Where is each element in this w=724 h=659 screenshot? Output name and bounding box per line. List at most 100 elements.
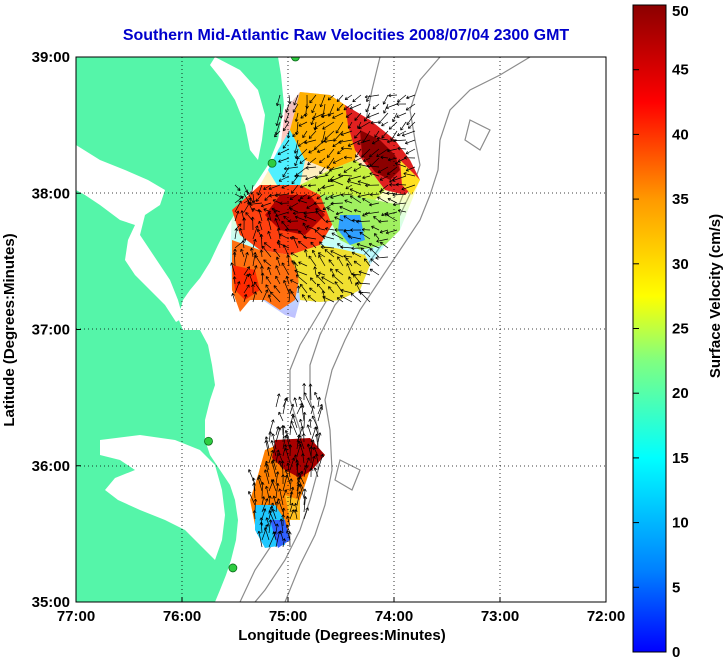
velocity-arrow xyxy=(290,290,299,303)
velocity-arrow xyxy=(307,193,317,200)
velocity-arrow xyxy=(330,201,344,206)
velocity-arrow xyxy=(319,94,326,108)
radar-stations xyxy=(204,57,300,573)
velocity-arrow xyxy=(272,199,281,204)
velocity-arrow xyxy=(298,261,308,267)
velocity-arrow xyxy=(263,184,272,190)
velocity-arrow xyxy=(379,175,389,181)
velocity-arrow xyxy=(371,139,380,145)
velocity-arrow xyxy=(298,121,308,127)
velocity-arrow xyxy=(375,256,389,260)
velocity-arrow xyxy=(330,179,344,186)
x-tick-label: 73:00 xyxy=(481,608,519,625)
velocity-arrow xyxy=(264,485,270,499)
velocity-arrow xyxy=(303,464,309,478)
radar-station-marker xyxy=(267,158,277,168)
velocity-arrow xyxy=(230,262,236,276)
velocity-arrow xyxy=(376,136,389,141)
velocity-arrow xyxy=(330,193,344,199)
x-tick-label: 72:00 xyxy=(587,608,625,625)
velocity-arrow xyxy=(275,471,280,485)
velocity-arrow xyxy=(252,252,257,267)
velocity-arrow xyxy=(231,293,236,303)
velocity-arrow xyxy=(303,392,312,408)
velocity-arrow xyxy=(260,272,265,285)
radar-station-marker xyxy=(204,436,213,446)
velocity-arrow xyxy=(282,121,290,132)
velocity-arrow xyxy=(243,266,250,276)
velocity-arrow xyxy=(279,233,290,240)
velocity-arrow xyxy=(348,276,353,285)
velocity-arrow xyxy=(378,219,389,224)
velocity-arrow xyxy=(317,432,322,443)
velocity-arrow xyxy=(268,505,274,520)
y-tick-label: 39:00 xyxy=(32,49,70,66)
velocity-arrow xyxy=(319,166,326,175)
velocity-arrow xyxy=(242,217,246,231)
velocity-arrow xyxy=(302,130,308,139)
velocity-arrow xyxy=(261,289,269,303)
velocity-arrow xyxy=(347,121,353,129)
velocity-arrow xyxy=(316,193,326,200)
velocity-arrow xyxy=(308,130,317,139)
velocity-arrow xyxy=(298,483,305,499)
velocity-arrow xyxy=(294,269,308,276)
velocity-arrow xyxy=(343,215,353,222)
velocity-arrow xyxy=(346,179,362,186)
velocity-arrow xyxy=(365,103,371,113)
velocity-arrow xyxy=(360,247,371,258)
velocity-arrow xyxy=(350,228,362,232)
velocity-arrow xyxy=(381,121,389,127)
velocity-arrow xyxy=(317,396,321,408)
velocity-arrow xyxy=(293,509,298,520)
velocity-arrow xyxy=(292,103,299,113)
velocity-arrow xyxy=(386,148,398,153)
velocity-arrow xyxy=(403,172,416,177)
velocity-arrow xyxy=(293,94,299,106)
velocity-arrow xyxy=(263,242,272,249)
colorbar-tick-label: 20 xyxy=(672,385,689,402)
velocity-arrow xyxy=(339,205,353,213)
velocity-arrow xyxy=(289,457,296,471)
velocity-arrow xyxy=(361,227,371,232)
velocity-arrow xyxy=(328,259,335,267)
velocity-arrow xyxy=(285,103,290,113)
velocity-arrow xyxy=(328,286,335,294)
velocity-arrow xyxy=(311,103,317,114)
velocity-arrow xyxy=(278,157,290,163)
velocity-arrow xyxy=(357,193,371,199)
velocity-arrow xyxy=(292,235,299,249)
colorbar-tick-label: 40 xyxy=(672,126,689,143)
velocity-arrow xyxy=(349,195,362,204)
velocity-arrow xyxy=(314,391,319,401)
colorbar-tick-label: 50 xyxy=(672,3,689,20)
velocity-arrow xyxy=(313,266,317,276)
velocity-arrow xyxy=(351,246,362,251)
velocity-arrow xyxy=(303,507,309,520)
velocity-arrow xyxy=(344,94,353,101)
velocity-arrow xyxy=(299,283,308,294)
velocity-arrow xyxy=(299,157,308,164)
colorbar-label: Surface Velocity (cm/s) xyxy=(707,214,724,378)
velocity-arrow xyxy=(405,166,416,172)
velocity-arrow xyxy=(386,139,398,144)
velocity-arrow xyxy=(304,139,317,145)
velocity-arrow xyxy=(377,196,389,204)
velocity-arrow xyxy=(344,199,353,204)
velocity-arrow xyxy=(261,498,269,513)
velocity-arrow xyxy=(234,210,240,222)
velocity-arrow xyxy=(311,249,317,258)
velocity-arrow xyxy=(250,216,255,231)
velocity-arrow xyxy=(252,225,259,240)
velocity-arrow xyxy=(366,164,380,168)
velocity-arrow xyxy=(358,121,371,130)
velocity-arrow xyxy=(282,444,288,457)
velocity-arrow xyxy=(276,227,281,240)
velocity-arrow xyxy=(301,433,306,443)
velocity-arrow xyxy=(301,294,308,303)
velocity-arrow xyxy=(365,183,380,188)
velocity-arrow xyxy=(234,184,241,191)
velocity-arrow xyxy=(281,262,290,276)
velocity-arrow xyxy=(353,208,362,213)
map-plot-area xyxy=(76,57,606,602)
